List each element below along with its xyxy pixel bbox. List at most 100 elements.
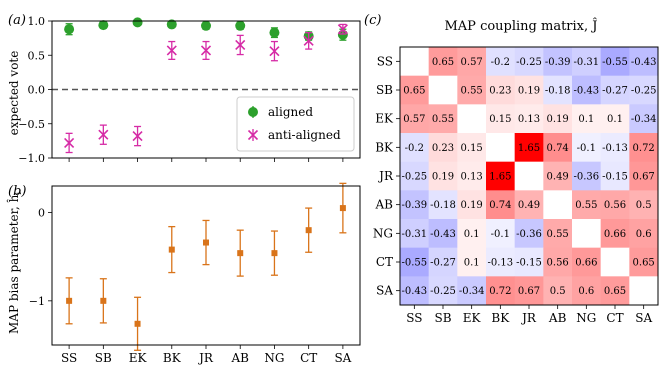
heatmap-cell	[486, 276, 516, 306]
heatmap-cell	[457, 219, 487, 249]
heatmap-cell	[486, 161, 516, 191]
heatmap-cell	[457, 133, 487, 163]
heatmap-row-label: EK	[375, 112, 394, 126]
legend-marker-anti-aligned	[247, 129, 259, 141]
heatmap-cell-value: 0.15	[461, 143, 483, 154]
heatmap-cell-value: 0.72	[633, 143, 655, 154]
point-anti-aligned	[166, 45, 177, 56]
heatmap-cell	[428, 190, 458, 220]
heatmap-cell-value: 0.55	[547, 229, 569, 240]
heatmap-cell	[543, 75, 573, 105]
expected-vote-plot: expected vote 1.0 0.5 0.0 −0.5 −1.0 aligned an…	[7, 15, 361, 165]
heatmap-cell-value: 0.6	[578, 286, 594, 297]
heatmap-cell-value: -0.31	[574, 57, 600, 68]
heatmap-cell	[629, 75, 659, 105]
heatmap-cell-value: 0.13	[461, 172, 483, 183]
heatmap-cell-value: -0.39	[402, 200, 428, 211]
heatmap-cell	[600, 247, 630, 277]
point-bias	[66, 297, 73, 304]
heatmap-cell-value: -0.43	[631, 57, 657, 68]
heatmap-cell-value: 0.55	[575, 200, 597, 211]
heatmap-cell-value: 0.66	[575, 258, 597, 269]
heatmap-cell	[428, 133, 458, 163]
heatmap-cell	[572, 276, 602, 306]
heatmap-cell-value: 0.5	[550, 286, 566, 297]
heatmap-cell-value: 1.65	[518, 143, 540, 154]
heatmap-cell-value: 0.65	[604, 286, 626, 297]
heatmap-row-label: CT	[376, 255, 393, 269]
heatmap-cell-value: 0.67	[518, 286, 540, 297]
heatmap-col-label: EK	[463, 311, 482, 325]
heatmap-col-label: BK	[491, 311, 510, 325]
heatmap-cell-value: 0.49	[518, 200, 540, 211]
bias-parameter-plot: MAP bias parameter, ĥi 0 −1 SS SB EK BK JR AB NG…	[6, 182, 361, 365]
heatmap-cell	[514, 133, 544, 163]
heatmap-row-label: SS	[377, 54, 393, 68]
heatmap-cell	[543, 247, 573, 277]
heatmap-title: MAP coupling matrix, Ĵ	[444, 18, 597, 34]
panel-label-c: (c)	[364, 13, 381, 28]
heatmap-cell-value: 0.67	[633, 172, 655, 183]
xtick-label-b: SB	[95, 351, 112, 365]
heatmap-cell-value: 0.56	[604, 200, 626, 211]
heatmap-cell-value: 1.65	[489, 172, 511, 183]
heatmap-cell	[486, 219, 516, 249]
heatmap-cell-value: 0.23	[489, 86, 511, 97]
heatmap-cell	[629, 104, 659, 134]
heatmap-cell-value: -0.36	[574, 172, 600, 183]
ytick-label-a: −0.5	[18, 118, 45, 131]
heatmap-cell	[400, 104, 430, 134]
heatmap-cell-value: -0.15	[516, 258, 542, 269]
heatmap-cell-value: 0.6	[636, 229, 652, 240]
heatmap-cell-value: 0.19	[547, 114, 569, 125]
heatmap-cell-value: 0.1	[464, 258, 480, 269]
ytick-label-a: 0.0	[28, 84, 46, 97]
heatmap-cell	[543, 133, 573, 163]
heatmap-cell-value: -0.13	[488, 258, 514, 269]
heatmap-col-label: JR	[520, 311, 537, 325]
point-bias	[134, 320, 141, 327]
heatmap-cell	[457, 47, 487, 77]
heatmap-cell	[514, 190, 544, 220]
heatmap-col-label: SA	[635, 311, 652, 325]
heatmap-cell-value: -0.1	[491, 229, 510, 240]
point-aligned	[235, 20, 246, 31]
point-bias	[271, 250, 278, 257]
heatmap-cell-value: 0.13	[518, 114, 540, 125]
heatmap-cell-value: -0.34	[631, 114, 657, 125]
heatmap-cell-value: 0.55	[461, 86, 483, 97]
heatmap-cell	[572, 75, 602, 105]
heatmap-cell-value: 0.19	[461, 200, 483, 211]
heatmap-cell	[514, 161, 544, 191]
point-anti-aligned	[337, 24, 348, 35]
heatmap-cell	[486, 47, 516, 77]
point-aligned	[64, 24, 75, 35]
heatmap-cell-value: -0.31	[402, 229, 428, 240]
heatmap-cell	[457, 276, 487, 306]
ylabel-b-main: MAP bias parameter, ĥ	[6, 194, 21, 334]
point-bias	[339, 205, 346, 212]
ylabel-b: MAP bias parameter, ĥi	[6, 192, 23, 334]
heatmap-cell	[457, 161, 487, 191]
heatmap-cell-value: -0.43	[430, 229, 456, 240]
heatmap-cell	[629, 47, 659, 77]
heatmap-cell	[572, 133, 602, 163]
point-anti-aligned	[303, 35, 314, 46]
heatmap-cell	[600, 133, 630, 163]
heatmap-cell	[543, 219, 573, 249]
point-anti-aligned	[98, 129, 109, 140]
heatmap-cell-value: -0.43	[402, 286, 428, 297]
heatmap-cell	[572, 219, 602, 249]
heatmap-cell	[543, 104, 573, 134]
heatmap-cell	[400, 219, 430, 249]
heatmap-cell-value: -0.18	[545, 86, 571, 97]
heatmap-cell-value: -0.39	[545, 57, 571, 68]
heatmap-cell	[572, 104, 602, 134]
heatmap-cell	[600, 161, 630, 191]
heatmap-cell	[543, 190, 573, 220]
heatmap-cell	[600, 104, 630, 134]
ytick-label-b: 0	[38, 207, 45, 220]
heatmap-cell-value: -0.2	[405, 143, 424, 154]
heatmap-cell	[629, 133, 659, 163]
